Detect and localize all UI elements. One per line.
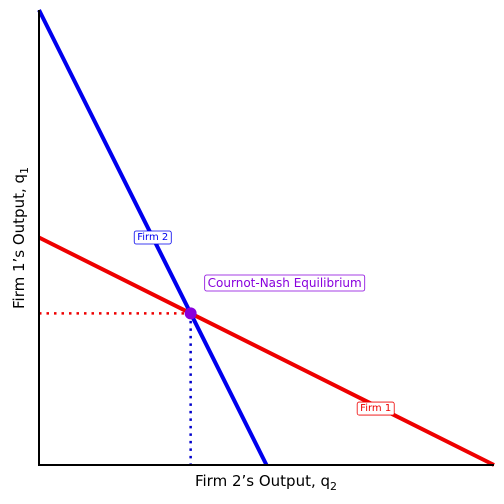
firm-2-label-box (133, 230, 172, 245)
firm-1-reaction-line (38, 235, 495, 467)
equilibrium-label-text: Cournot-Nash Equilibrium (208, 276, 362, 290)
equilibrium-label: Cournot-Nash Equilibrium (204, 274, 366, 292)
equilibrium-point (184, 307, 197, 320)
equilibrium-guides (39, 312, 192, 465)
firm-1-label: Firm 1 (356, 401, 395, 416)
firm-2-label-text: Firm 2 (137, 232, 168, 243)
equilibrium-label-box (204, 274, 366, 292)
reaction-curves (37, 9, 495, 467)
firm-1-label-text: Firm 1 (360, 403, 391, 414)
equilibrium-marker: Cournot-Nash Equilibrium (184, 274, 366, 320)
firm-2-label: Firm 2 (133, 230, 172, 245)
firm-1-label-box (356, 401, 395, 416)
curve-labels: Firm 1 Firm 2 (133, 230, 395, 416)
y-axis-title: Firm 1’s Output, q1 (10, 167, 31, 309)
x-axis-title: Firm 2’s Output, q2 (195, 472, 337, 493)
axes (38, 10, 494, 466)
